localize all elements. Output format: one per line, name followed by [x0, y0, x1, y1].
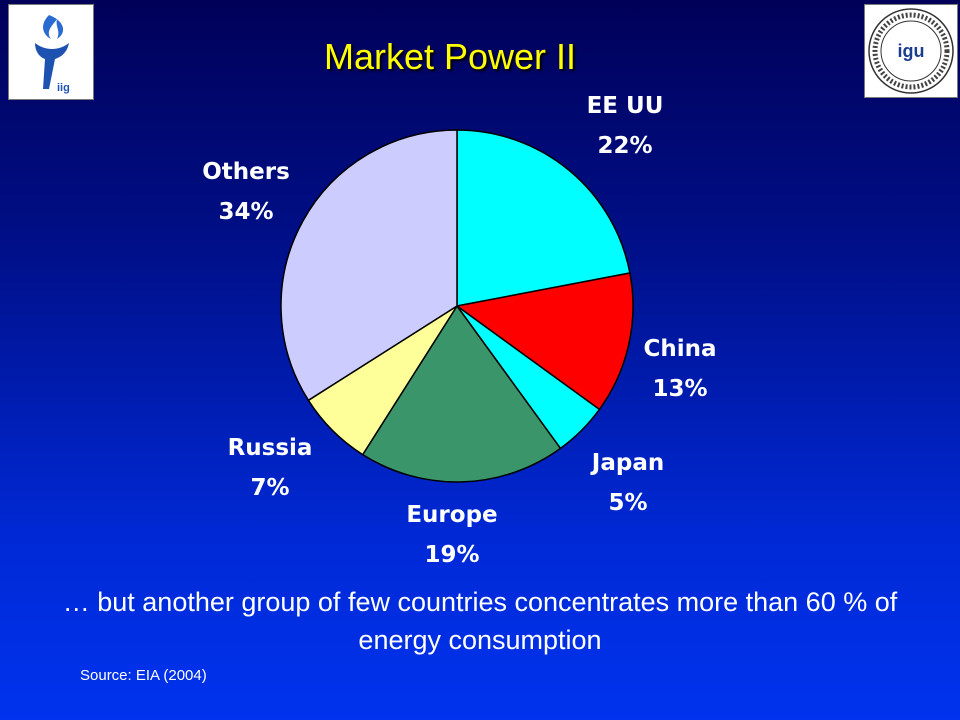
pie-slice-others	[280, 129, 458, 402]
slice-label-japan: Japan	[590, 450, 664, 476]
slice-value-ee-uu: 22%	[597, 133, 652, 159]
right-logo-text: igu	[898, 41, 925, 61]
slice-label-ee-uu: EE UU	[587, 93, 664, 119]
right-logo: igu	[864, 4, 958, 98]
source-note: Source: EIA (2004)	[80, 667, 207, 684]
slice-label-russia: Russia	[228, 435, 313, 461]
slice-value-russia: 7%	[250, 475, 289, 501]
pie-chart: EE UU 22% China 13% Japan 5% Europe 19% Russia 7%…	[202, 93, 716, 568]
slice-label-europe: Europe	[406, 502, 497, 528]
slice-label-others: Others	[202, 159, 290, 185]
igu-seal-icon: igu	[868, 8, 954, 94]
slice-value-china: 13%	[652, 376, 707, 402]
slice-value-others: 34%	[218, 199, 273, 225]
pie-slice-ee-uu	[456, 129, 631, 307]
page-title: Market Power II	[323, 36, 577, 77]
slice-value-europe: 19%	[424, 542, 479, 568]
slice-value-japan: 5%	[608, 490, 647, 516]
caption-text: … but another group of few countries con…	[62, 587, 898, 655]
slice-label-china: China	[643, 336, 716, 362]
flame-logo-icon: iig	[35, 15, 70, 94]
pie-slice-china	[455, 272, 634, 411]
pie-slice-europe	[361, 304, 562, 483]
left-logo: iig	[8, 4, 94, 100]
left-logo-text: iig	[57, 82, 70, 94]
